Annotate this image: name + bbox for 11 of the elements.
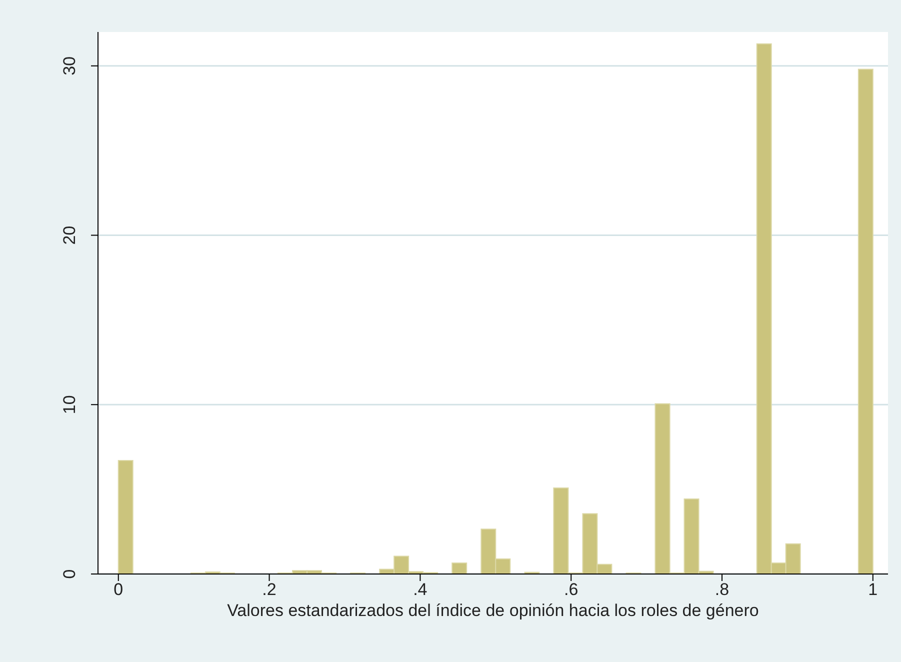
x-tick-label: .6	[564, 580, 578, 600]
x-tick-label: 1	[868, 580, 878, 600]
x-tick-label: 0	[114, 580, 124, 600]
y-tick-label: 20	[60, 226, 79, 245]
x-tick-label: .4	[413, 580, 428, 600]
x-tick-label: .2	[262, 580, 276, 600]
y-tick-label: 0	[60, 569, 79, 579]
y-tick-label: 30	[60, 56, 79, 76]
x-axis-title: Valores estandarizados del índice de opinión hacia los roles de género	[227, 601, 759, 620]
y-tick-label: 10	[60, 395, 79, 414]
x-tick-label: .8	[714, 580, 730, 600]
